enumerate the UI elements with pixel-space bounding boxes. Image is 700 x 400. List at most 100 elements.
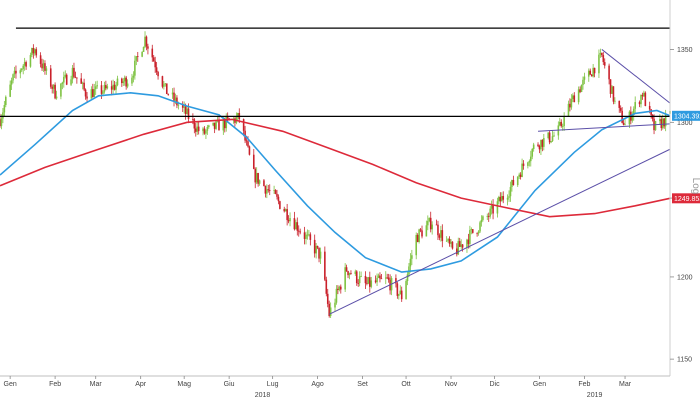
- candle-body: [145, 36, 148, 47]
- candle-body: [518, 174, 520, 177]
- candle: [297, 225, 300, 237]
- candle: [641, 92, 644, 100]
- candle-body: [502, 196, 505, 200]
- candle: [39, 52, 42, 68]
- candle-body: [632, 108, 635, 115]
- candle-body: [470, 229, 473, 231]
- candle-body: [103, 85, 106, 92]
- candle: [476, 232, 478, 237]
- candle-body: [44, 63, 46, 71]
- candle: [54, 82, 56, 100]
- candle: [608, 63, 610, 85]
- candle-body: [508, 196, 510, 198]
- candle: [106, 83, 109, 90]
- candle-body: [355, 271, 358, 284]
- candle: [277, 194, 280, 205]
- candle-body: [135, 56, 138, 61]
- candle-body: [460, 244, 462, 247]
- candle: [631, 111, 634, 123]
- candle: [309, 232, 312, 246]
- candle-body: [326, 293, 329, 304]
- candle-body: [34, 49, 36, 54]
- candle-body: [435, 224, 438, 226]
- candle-body: [257, 173, 259, 184]
- candle-body: [612, 86, 615, 102]
- candle: [145, 35, 148, 51]
- candle-body: [486, 216, 489, 217]
- x-tick-label: Lug: [267, 381, 279, 388]
- x-tick-label: Feb: [49, 381, 61, 388]
- x-tick-label: Feb: [578, 381, 590, 388]
- candle: [589, 68, 592, 75]
- candle: [579, 86, 581, 94]
- candle-body: [487, 216, 490, 217]
- candle: [319, 247, 322, 265]
- candle: [335, 285, 338, 305]
- candle-body: [122, 81, 125, 84]
- candle-body: [369, 277, 371, 287]
- candle-body: [550, 141, 552, 143]
- candle: [163, 81, 165, 90]
- candle-body: [532, 144, 535, 150]
- candle: [593, 67, 596, 78]
- candle-body: [640, 95, 642, 105]
- candle: [521, 158, 523, 178]
- candle-body: [527, 162, 529, 166]
- candle-body: [203, 128, 206, 134]
- candle: [471, 229, 474, 234]
- candle-body: [428, 217, 431, 222]
- candle-body: [84, 89, 87, 97]
- candle: [509, 181, 512, 202]
- candle: [121, 77, 123, 87]
- candle: [601, 52, 603, 58]
- candle-body: [528, 161, 531, 163]
- candle-body: [0, 119, 1, 127]
- candle-body: [367, 277, 370, 284]
- candle: [360, 271, 362, 278]
- candle: [164, 82, 167, 87]
- candle: [612, 86, 615, 105]
- candle: [110, 80, 113, 96]
- candle-body: [171, 92, 174, 95]
- candle-body: [35, 49, 38, 56]
- candle: [440, 225, 442, 242]
- candle-body: [205, 130, 207, 134]
- candle: [380, 273, 383, 280]
- candle-body: [81, 82, 84, 84]
- candle-body: [110, 86, 113, 90]
- candle: [573, 92, 576, 103]
- candle-body: [328, 303, 330, 317]
- candle: [5, 95, 7, 108]
- candle: [409, 253, 412, 273]
- candle-body: [405, 281, 407, 300]
- candle-body: [266, 189, 268, 194]
- candle: [132, 71, 135, 83]
- right-axis: 115012001250130013501304.39261249.8533: [669, 0, 700, 376]
- candle: [345, 264, 348, 272]
- candle-body: [225, 116, 228, 129]
- candle-body: [157, 72, 159, 77]
- candle: [161, 75, 164, 89]
- candle: [395, 274, 397, 288]
- candle: [487, 212, 490, 222]
- candle-body: [601, 52, 603, 56]
- candle: [289, 212, 291, 227]
- candle: [451, 241, 454, 250]
- x-tick-label: Ago: [311, 381, 324, 388]
- candle: [538, 144, 541, 154]
- candle: [287, 215, 290, 224]
- candle: [273, 185, 275, 195]
- candle-body: [641, 95, 644, 97]
- candle-body: [121, 78, 123, 84]
- candle-body: [181, 104, 184, 108]
- candle-body: [370, 280, 373, 287]
- candle-body: [451, 241, 454, 249]
- candle-body: [60, 83, 62, 97]
- candle: [661, 114, 664, 130]
- candle: [431, 221, 433, 235]
- candle: [537, 142, 539, 148]
- candle: [527, 161, 529, 169]
- candle: [266, 184, 268, 199]
- candle-body: [245, 140, 248, 142]
- candle: [255, 167, 258, 185]
